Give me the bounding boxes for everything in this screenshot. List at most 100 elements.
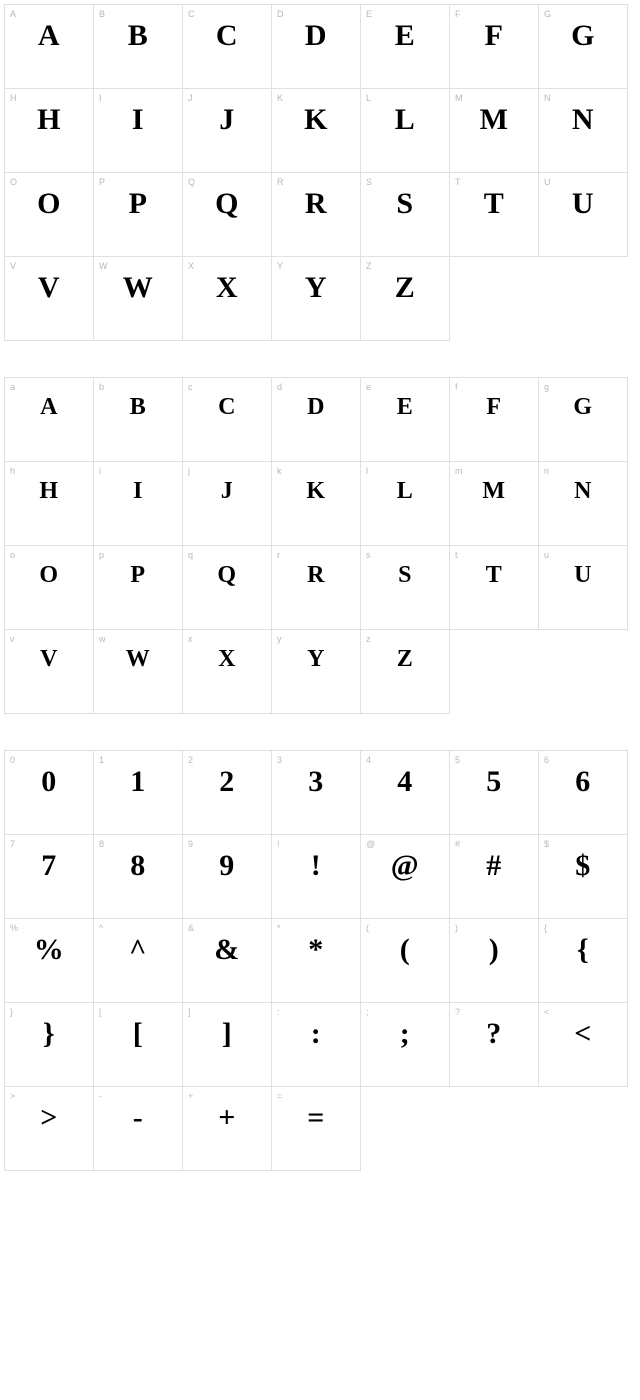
key-label: e bbox=[366, 382, 371, 392]
glyph: H bbox=[5, 103, 93, 137]
glyph-cell: ++ bbox=[183, 1087, 272, 1171]
glyph-cell: VV bbox=[5, 257, 94, 341]
key-label: A bbox=[10, 9, 16, 19]
key-label: } bbox=[10, 1007, 13, 1017]
glyph: 2 bbox=[183, 765, 271, 799]
glyph: I bbox=[94, 103, 182, 137]
key-label: G bbox=[544, 9, 551, 19]
key-label: s bbox=[366, 550, 371, 560]
glyph: G bbox=[539, 394, 627, 421]
glyph: 0 bbox=[5, 765, 93, 799]
glyph-cell: SS bbox=[361, 173, 450, 257]
glyph-cell: BB bbox=[94, 5, 183, 89]
glyph-cell: qQ bbox=[183, 546, 272, 630]
key-label: > bbox=[10, 1091, 15, 1101]
glyph: Z bbox=[361, 271, 449, 305]
glyph-cell: RR bbox=[272, 173, 361, 257]
empty-cell bbox=[450, 630, 539, 714]
glyph: M bbox=[450, 478, 538, 505]
glyph-cell: FF bbox=[450, 5, 539, 89]
key-label: x bbox=[188, 634, 193, 644]
glyph: A bbox=[5, 394, 93, 421]
key-label: m bbox=[455, 466, 463, 476]
glyph-cell: TT bbox=[450, 173, 539, 257]
glyph: C bbox=[183, 394, 271, 421]
glyph-cell: YY bbox=[272, 257, 361, 341]
key-label: : bbox=[277, 1007, 280, 1017]
glyph: K bbox=[272, 103, 360, 137]
key-label: ( bbox=[366, 923, 369, 933]
glyph-cell: [[ bbox=[94, 1003, 183, 1087]
key-label: w bbox=[99, 634, 106, 644]
key-label: # bbox=[455, 839, 460, 849]
key-label: p bbox=[99, 550, 104, 560]
glyph: T bbox=[450, 562, 538, 589]
key-label: c bbox=[188, 382, 193, 392]
glyph-cell: KK bbox=[272, 89, 361, 173]
glyph: ) bbox=[450, 933, 538, 967]
glyph: H bbox=[5, 478, 93, 505]
glyph-cell: 66 bbox=[539, 751, 628, 835]
key-label: W bbox=[99, 261, 108, 271]
key-label: ] bbox=[188, 1007, 191, 1017]
glyph: 7 bbox=[5, 849, 93, 883]
key-label: d bbox=[277, 382, 282, 392]
glyph-cell: cC bbox=[183, 378, 272, 462]
glyph-cell: == bbox=[272, 1087, 361, 1171]
glyph: X bbox=[183, 271, 271, 305]
glyph-cell: 88 bbox=[94, 835, 183, 919]
key-label: H bbox=[10, 93, 17, 103]
glyph-cell: pP bbox=[94, 546, 183, 630]
glyph: 1 bbox=[94, 765, 182, 799]
glyph: F bbox=[450, 394, 538, 421]
glyph: R bbox=[272, 187, 360, 221]
glyph-cell: OO bbox=[5, 173, 94, 257]
glyph-cell: 99 bbox=[183, 835, 272, 919]
key-label: * bbox=[277, 923, 281, 933]
empty-cell bbox=[539, 257, 628, 341]
glyph: Q bbox=[183, 187, 271, 221]
glyph: U bbox=[539, 187, 627, 221]
glyph-cell: >> bbox=[5, 1087, 94, 1171]
key-label: 3 bbox=[277, 755, 282, 765]
section-numbers-symbols: 00112233445566778899!!@@##$$%%^^&&**(())… bbox=[4, 750, 636, 1171]
key-label: C bbox=[188, 9, 195, 19]
glyph: X bbox=[183, 646, 271, 673]
key-label: 2 bbox=[188, 755, 193, 765]
glyph: V bbox=[5, 271, 93, 305]
glyph-cell: eE bbox=[361, 378, 450, 462]
glyph: S bbox=[361, 187, 449, 221]
glyph-cell: QQ bbox=[183, 173, 272, 257]
glyph: ] bbox=[183, 1017, 271, 1051]
key-label: r bbox=[277, 550, 280, 560]
key-label: h bbox=[10, 466, 15, 476]
glyph: N bbox=[539, 478, 627, 505]
glyph-cell: ## bbox=[450, 835, 539, 919]
glyph-cell: 22 bbox=[183, 751, 272, 835]
key-label: U bbox=[544, 177, 551, 187]
glyph-grid: 00112233445566778899!!@@##$$%%^^&&**(())… bbox=[4, 750, 628, 1171]
glyph-cell: 44 bbox=[361, 751, 450, 835]
key-label: P bbox=[99, 177, 105, 187]
key-label: 7 bbox=[10, 839, 15, 849]
key-label: J bbox=[188, 93, 193, 103]
key-label: - bbox=[99, 1091, 102, 1101]
glyph: { bbox=[539, 933, 627, 967]
key-label: E bbox=[366, 9, 372, 19]
key-label: L bbox=[366, 93, 371, 103]
glyph: O bbox=[5, 187, 93, 221]
empty-cell bbox=[539, 630, 628, 714]
glyph: < bbox=[539, 1017, 627, 1051]
key-label: @ bbox=[366, 839, 375, 849]
glyph: J bbox=[183, 103, 271, 137]
glyph-cell: GG bbox=[539, 5, 628, 89]
glyph: ( bbox=[361, 933, 449, 967]
glyph-cell: JJ bbox=[183, 89, 272, 173]
glyph: K bbox=[272, 478, 360, 505]
glyph-cell: hH bbox=[5, 462, 94, 546]
glyph: F bbox=[450, 19, 538, 53]
glyph: > bbox=[5, 1101, 93, 1135]
glyph-cell: -- bbox=[94, 1087, 183, 1171]
glyph: ! bbox=[272, 849, 360, 883]
glyph: ? bbox=[450, 1017, 538, 1051]
